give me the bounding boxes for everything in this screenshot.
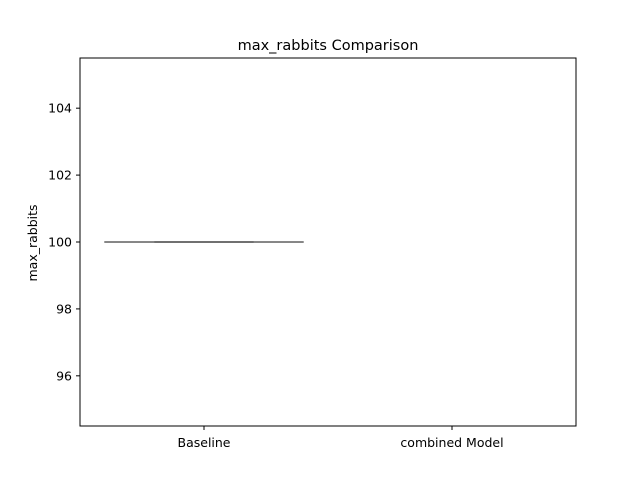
y-tick-label: 100 <box>48 235 72 250</box>
chart-title: max_rabbits Comparison <box>238 38 419 54</box>
y-tick-label: 104 <box>48 101 72 116</box>
plot-area: 96 98 100 102 104 Baseline combined Model <box>48 101 503 450</box>
x-tick-label: Baseline <box>178 435 231 450</box>
y-tick-label: 102 <box>48 168 72 183</box>
plot-frame <box>79 57 577 427</box>
x-tick-label: combined Model <box>400 435 503 450</box>
y-tick-label: 96 <box>56 368 72 383</box>
y-tick-label: 98 <box>56 301 72 316</box>
y-axis-label: max_rabbits <box>25 204 40 281</box>
